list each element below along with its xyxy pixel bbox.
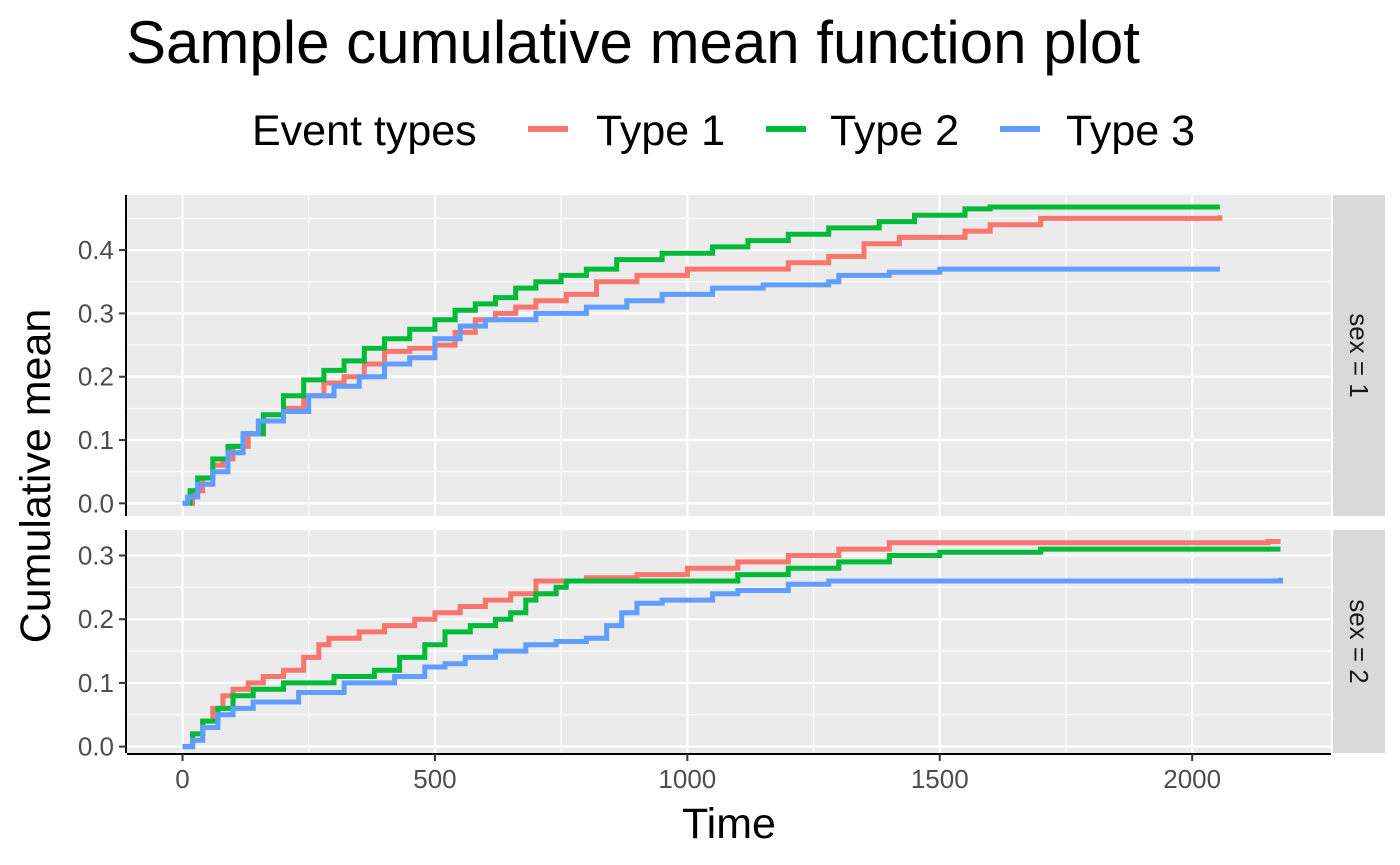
series-line-type-2 — [182, 546, 1281, 750]
x-tick-label: 1500 — [911, 764, 969, 794]
y-tick-label: 0.2 — [78, 362, 114, 392]
x-tick-label: 2000 — [1163, 764, 1221, 794]
x-axis-title: Time — [682, 800, 776, 848]
legend-entry-type-2: Type 2 — [766, 107, 959, 155]
facet-strip-label: sex = 1 — [1344, 313, 1374, 398]
y-tick-label: 0.3 — [78, 540, 114, 570]
y-tick-label: 0.3 — [78, 298, 114, 328]
legend: Event types Type 1 Type 2 Type 3 — [252, 107, 1195, 155]
series-line-type-1 — [182, 215, 1223, 506]
panel-sex-2: 0.0 0.1 0.2 0.3 sex = 2 — [78, 530, 1385, 762]
panel-background — [127, 530, 1331, 753]
x-tick-label: 1000 — [658, 764, 716, 794]
legend-label-type-3: Type 3 — [1066, 107, 1195, 155]
legend-label-type-2: Type 2 — [830, 107, 959, 155]
y-tick-label: 0.0 — [78, 732, 114, 762]
y-tick-label: 0.0 — [78, 488, 114, 518]
legend-entry-type-3: Type 3 — [1000, 107, 1195, 155]
series-line-type-3 — [182, 266, 1220, 506]
facet-strip-label: sex = 2 — [1344, 599, 1374, 684]
x-tick-label: 500 — [413, 764, 456, 794]
facet-strip — [1333, 195, 1385, 516]
y-tick-label: 0.2 — [78, 604, 114, 634]
panel-background — [127, 195, 1331, 516]
series-line-type-3 — [182, 577, 1283, 750]
facet-strip — [1333, 530, 1385, 753]
y-tick-label: 0.4 — [78, 235, 114, 265]
y-axis-title: Cumulative mean — [12, 309, 60, 644]
legend-title: Event types — [252, 107, 477, 155]
chart-title: Sample cumulative mean function plot — [126, 9, 1140, 76]
panel-sex-1: 0.0 0.1 0.2 0.3 0.4 sex = 1 — [78, 195, 1385, 518]
legend-entry-type-1: Type 1 — [528, 107, 725, 155]
y-tick-label: 0.1 — [78, 425, 114, 455]
x-tick-label: 0 — [175, 764, 189, 794]
legend-label-type-1: Type 1 — [596, 107, 725, 155]
x-axis: 0 500 1000 1500 2000 — [127, 753, 1331, 794]
y-tick-label: 0.1 — [78, 668, 114, 698]
